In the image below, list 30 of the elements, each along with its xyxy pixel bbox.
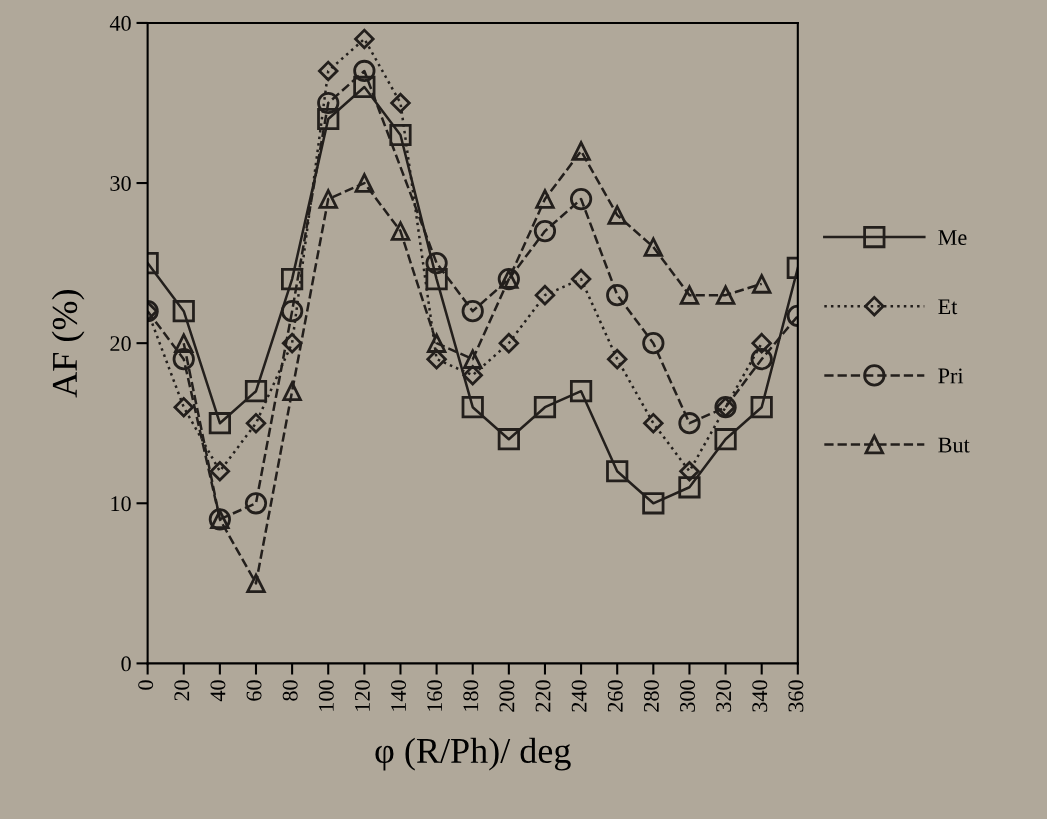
x-tick-label: 140	[391, 680, 407, 711]
y-tick-label: 20	[110, 336, 131, 352]
y-tick-label: 30	[110, 175, 131, 191]
y-tick-label: 0	[121, 656, 131, 672]
x-tick-label: 120	[354, 680, 370, 711]
x-tick-label: 280	[643, 680, 659, 712]
x-tick-label: 100	[318, 680, 334, 711]
y-tick-label: 10	[111, 496, 131, 512]
x-tick-label: 220	[535, 680, 551, 712]
x-tick-label: 0	[138, 680, 154, 690]
legend-label: Et	[938, 299, 958, 315]
x-tick-label: 340	[752, 680, 768, 712]
x-tick-label: 240	[571, 680, 587, 712]
legend-label: But	[938, 437, 970, 453]
x-tick-label: 300	[680, 680, 696, 712]
x-tick-label: 320	[716, 680, 732, 712]
x-tick-label: 180	[463, 680, 479, 711]
x-tick-label: 80	[282, 680, 298, 701]
y-axis-title: AF (%)	[51, 290, 85, 398]
legend-label: Me	[938, 230, 967, 246]
x-tick-label: 60	[246, 680, 262, 701]
y-tick-label: 40	[109, 15, 131, 31]
legend-label: Pri	[938, 368, 964, 384]
x-tick-label: 200	[499, 680, 515, 712]
x-tick-label: 260	[607, 680, 623, 712]
x-tick-label: 20	[174, 680, 190, 701]
x-tick-label: 40	[210, 680, 226, 702]
x-tick-label: 160	[427, 680, 443, 711]
x-tick-label: 360	[788, 680, 804, 712]
x-axis-title: φ (R/Ph)/ deg	[375, 737, 571, 771]
